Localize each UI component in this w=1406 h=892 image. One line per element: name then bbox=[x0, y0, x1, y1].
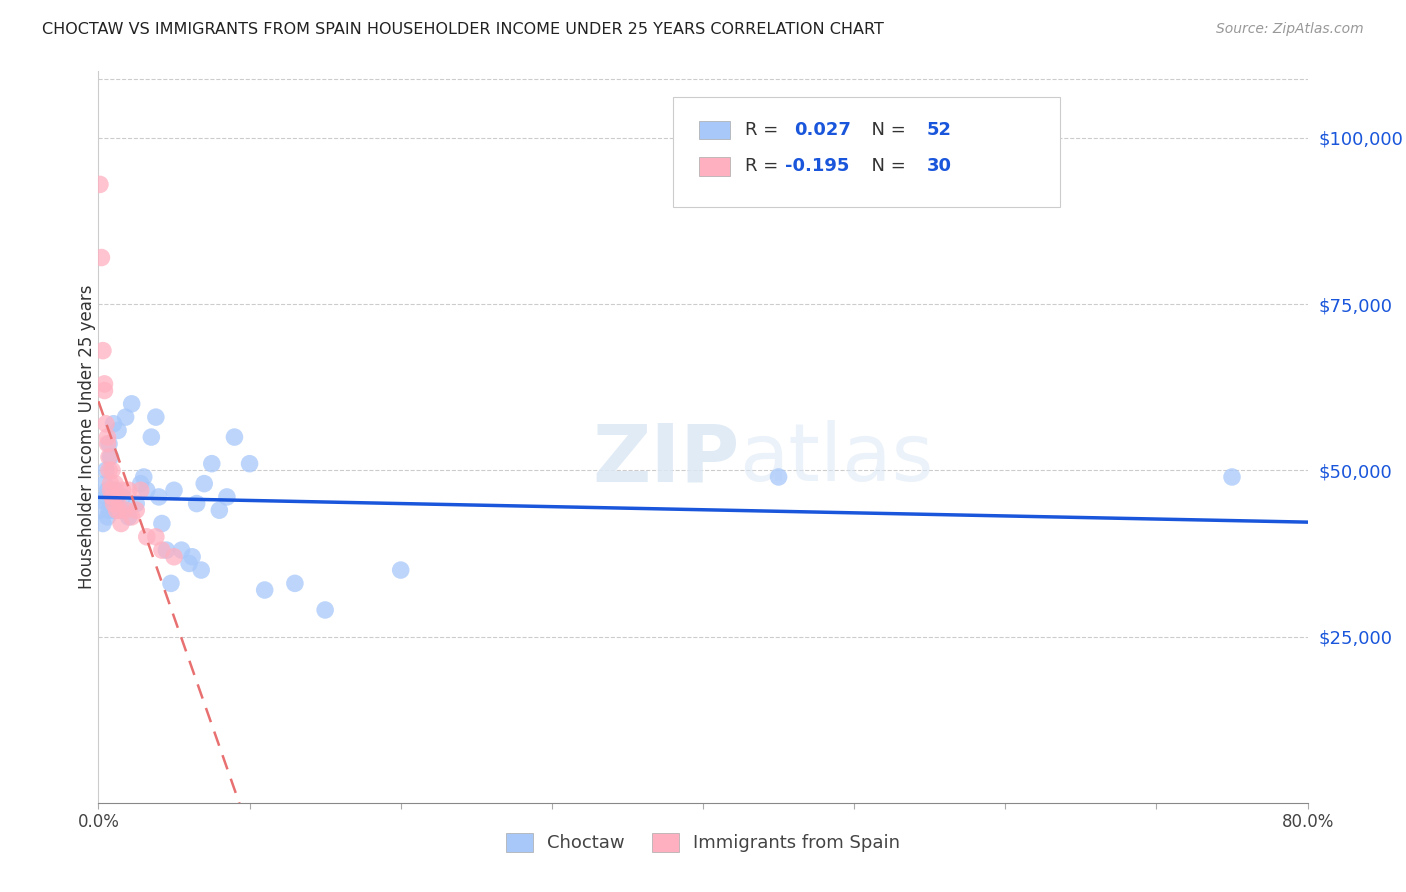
Text: Source: ZipAtlas.com: Source: ZipAtlas.com bbox=[1216, 22, 1364, 37]
Point bbox=[105, 503, 128, 517]
Point bbox=[121, 509, 143, 524]
Text: R =: R = bbox=[745, 158, 785, 176]
Point bbox=[103, 417, 125, 431]
Point bbox=[89, 503, 111, 517]
Point bbox=[114, 410, 136, 425]
Point bbox=[129, 476, 152, 491]
Point bbox=[96, 509, 118, 524]
Point bbox=[98, 503, 121, 517]
Point bbox=[148, 490, 170, 504]
Text: ZIP: ZIP bbox=[592, 420, 740, 498]
Point bbox=[181, 549, 204, 564]
Point bbox=[93, 476, 115, 491]
FancyBboxPatch shape bbox=[672, 97, 1060, 207]
Text: R =: R = bbox=[745, 121, 785, 139]
Point bbox=[98, 450, 121, 464]
Point bbox=[190, 563, 212, 577]
Point bbox=[145, 410, 167, 425]
Point bbox=[110, 516, 132, 531]
Point bbox=[121, 397, 143, 411]
Point bbox=[150, 543, 173, 558]
Point bbox=[100, 483, 122, 498]
FancyBboxPatch shape bbox=[699, 120, 730, 139]
Point bbox=[111, 490, 134, 504]
Point bbox=[118, 509, 141, 524]
Point bbox=[100, 476, 122, 491]
Point bbox=[163, 549, 186, 564]
Point bbox=[110, 503, 132, 517]
Point bbox=[215, 490, 238, 504]
Text: -0.195: -0.195 bbox=[785, 158, 849, 176]
Point bbox=[145, 530, 167, 544]
Point bbox=[100, 483, 122, 498]
Point bbox=[208, 503, 231, 517]
Point bbox=[1220, 470, 1243, 484]
Legend: Choctaw, Immigrants from Spain: Choctaw, Immigrants from Spain bbox=[498, 826, 908, 860]
Point bbox=[94, 463, 117, 477]
Point bbox=[91, 516, 114, 531]
Text: N =: N = bbox=[860, 158, 911, 176]
Point bbox=[132, 470, 155, 484]
Text: atlas: atlas bbox=[740, 420, 934, 498]
Point bbox=[94, 417, 117, 431]
Point bbox=[239, 457, 262, 471]
Point bbox=[101, 497, 124, 511]
Point bbox=[103, 497, 125, 511]
Text: 52: 52 bbox=[927, 121, 952, 139]
Point bbox=[135, 530, 157, 544]
Text: 30: 30 bbox=[927, 158, 952, 176]
Point bbox=[150, 516, 173, 531]
Point bbox=[90, 493, 112, 508]
Point bbox=[201, 457, 224, 471]
Point bbox=[107, 424, 129, 438]
Point bbox=[163, 483, 186, 498]
Point bbox=[253, 582, 276, 597]
Point bbox=[135, 483, 157, 498]
Point bbox=[96, 430, 118, 444]
Text: N =: N = bbox=[860, 121, 911, 139]
Y-axis label: Householder Income Under 25 years: Householder Income Under 25 years bbox=[79, 285, 96, 590]
Point bbox=[108, 503, 131, 517]
Point bbox=[96, 483, 118, 498]
Point bbox=[186, 497, 208, 511]
Point bbox=[314, 603, 336, 617]
Point bbox=[104, 476, 127, 491]
Point bbox=[89, 178, 111, 192]
Point bbox=[104, 483, 127, 498]
Point bbox=[125, 503, 148, 517]
Point bbox=[155, 543, 177, 558]
FancyBboxPatch shape bbox=[699, 157, 730, 176]
Point bbox=[107, 490, 129, 504]
Point bbox=[100, 450, 122, 464]
Point bbox=[93, 376, 115, 391]
Point bbox=[224, 430, 246, 444]
Text: CHOCTAW VS IMMIGRANTS FROM SPAIN HOUSEHOLDER INCOME UNDER 25 YEARS CORRELATION C: CHOCTAW VS IMMIGRANTS FROM SPAIN HOUSEHO… bbox=[42, 22, 884, 37]
Point bbox=[101, 490, 124, 504]
Point bbox=[96, 436, 118, 450]
Point bbox=[103, 503, 125, 517]
Point bbox=[389, 563, 412, 577]
Point bbox=[90, 251, 112, 265]
Point bbox=[170, 543, 193, 558]
Point bbox=[98, 436, 121, 450]
Point bbox=[101, 463, 124, 477]
Point bbox=[768, 470, 790, 484]
Text: 0.027: 0.027 bbox=[794, 121, 851, 139]
Point bbox=[129, 483, 152, 498]
Point bbox=[94, 490, 117, 504]
Point bbox=[91, 343, 114, 358]
Point bbox=[98, 463, 121, 477]
Point bbox=[93, 384, 115, 398]
Point bbox=[118, 483, 141, 498]
Point bbox=[160, 576, 183, 591]
Point bbox=[108, 503, 131, 517]
Point bbox=[141, 430, 163, 444]
Point bbox=[111, 483, 134, 498]
Point bbox=[105, 490, 128, 504]
Point bbox=[179, 557, 201, 571]
Point bbox=[284, 576, 307, 591]
Point bbox=[125, 497, 148, 511]
Point bbox=[193, 476, 215, 491]
Point bbox=[114, 503, 136, 517]
